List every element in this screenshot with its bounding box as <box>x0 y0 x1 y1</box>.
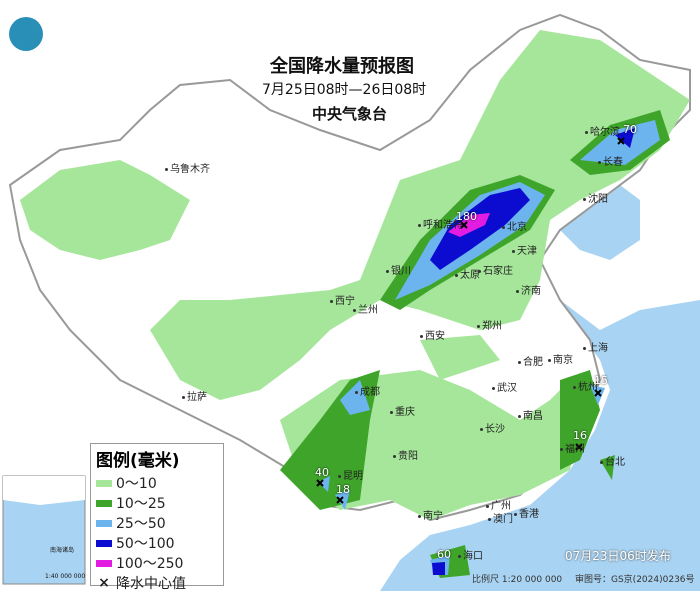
legend-label: 50～100 <box>116 536 175 552</box>
scale-label: 比例尺 1:20 000 000 <box>472 575 563 585</box>
legend-label: 100～250 <box>116 556 184 572</box>
legend-item: 100～250 <box>96 553 223 573</box>
city-label: 南昌 <box>518 407 543 422</box>
city-label: 沈阳 <box>583 190 608 205</box>
issued-time: 07月23日06时发布 <box>565 549 671 563</box>
rain-100-250 <box>448 213 490 237</box>
map-title: 全国降水量预报图 <box>270 56 414 77</box>
precip-center-value: 16 <box>573 429 587 442</box>
city-label: 福州 <box>560 440 585 455</box>
city-label: 武汉 <box>492 379 517 394</box>
city-label: 西安 <box>420 327 445 342</box>
precip-center-value: 180 <box>456 210 477 223</box>
legend-swatch <box>96 479 112 487</box>
city-label: 海口 <box>458 547 483 562</box>
legend-swatch <box>96 539 112 547</box>
rain-10-25 <box>280 110 670 578</box>
city-label: 呼和浩特 <box>418 216 463 231</box>
city-label: 长沙 <box>480 420 505 435</box>
legend-swatch <box>96 519 112 527</box>
logo <box>9 17 43 51</box>
precip-center-value: 15 <box>594 374 608 387</box>
legend-item: 0～10 <box>96 473 223 493</box>
legend-item: 25～50 <box>96 513 223 533</box>
rain-50-100 <box>430 128 635 575</box>
city-label: 银川 <box>386 262 411 277</box>
legend-item: 10～25 <box>96 493 223 513</box>
legend-swatch <box>96 559 112 567</box>
precip-center-value: 60 <box>437 548 451 561</box>
city-label: 南宁 <box>418 507 443 522</box>
legend-label: 25～50 <box>116 516 166 532</box>
inset-scale: 1:40 000 000 <box>45 573 86 580</box>
city-label: 北京 <box>502 218 527 233</box>
legend-swatch <box>96 499 112 507</box>
city-label: 哈尔滨 <box>585 123 620 138</box>
precip-center-value: 40 <box>315 466 329 479</box>
issuer: 中央气象台 <box>312 105 388 123</box>
inset-map <box>2 475 86 585</box>
city-label: 昆明 <box>338 467 363 482</box>
city-label: 广州 <box>486 497 511 512</box>
city-label: 长春 <box>598 153 623 168</box>
city-label: 香港 <box>514 505 539 520</box>
forecast-period: 7月25日08时—26日08时 <box>262 82 427 98</box>
city-label: 石家庄 <box>478 262 513 277</box>
legend-item: 50～100 <box>96 533 223 553</box>
legend-center: × 降水中心值 <box>98 575 186 592</box>
city-label: 台北 <box>600 453 625 468</box>
city-label: 济南 <box>516 282 541 297</box>
city-label: 西宁 <box>330 292 355 307</box>
precip-center-value: 18 <box>336 483 350 496</box>
legend-title: 图例(毫米) <box>96 451 180 471</box>
city-label: 澳门 <box>488 510 513 525</box>
city-label: 乌鲁木齐 <box>165 160 210 175</box>
rain-0-10 <box>20 30 690 520</box>
city-label: 合肥 <box>518 353 543 368</box>
city-label: 贵阳 <box>393 447 418 462</box>
city-label: 太原 <box>455 266 480 281</box>
city-label: 重庆 <box>390 403 415 418</box>
legend: 图例(毫米) 0～10 10～25 25～50 50～100 100～250 × 降水中心… <box>90 443 224 592</box>
precip-center-value: 70 <box>623 123 637 136</box>
city-label: 拉萨 <box>182 388 207 403</box>
legend-label: 0～10 <box>116 476 157 492</box>
city-label: 南京 <box>548 351 573 366</box>
legend-label: 10～25 <box>116 496 166 512</box>
city-label: 上海 <box>583 339 608 354</box>
inset-title: 南海诸岛 <box>50 547 75 554</box>
city-label: 成都 <box>355 383 380 398</box>
sea <box>380 170 700 591</box>
city-label: 天津 <box>512 242 537 257</box>
city-label: 郑州 <box>477 317 502 332</box>
city-label: 杭州 <box>573 378 598 393</box>
approval-number: 审图号：GS京(2024)0236号 <box>575 575 695 585</box>
city-label: 兰州 <box>353 301 378 316</box>
